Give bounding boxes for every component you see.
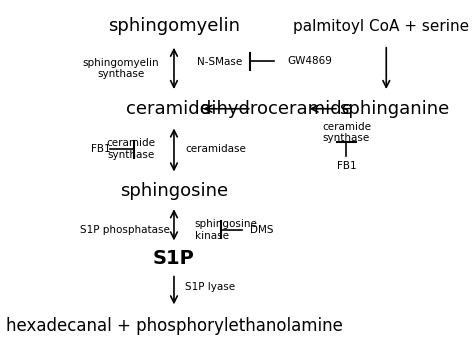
Text: ceramide
synthase: ceramide synthase	[106, 138, 155, 160]
Text: hexadecanal + phosphorylethanolamine: hexadecanal + phosphorylethanolamine	[6, 317, 342, 335]
Text: S1P: S1P	[153, 249, 195, 268]
Text: sphingosine
kinase: sphingosine kinase	[195, 219, 258, 241]
Text: sphingomyelin: sphingomyelin	[108, 17, 240, 35]
Text: sphinganine: sphinganine	[339, 100, 449, 118]
Text: N-SMase: N-SMase	[197, 57, 242, 67]
Text: sphingomyelin
synthase: sphingomyelin synthase	[82, 57, 159, 79]
Text: sphingosine: sphingosine	[120, 182, 228, 200]
Text: FB1: FB1	[337, 161, 356, 171]
Text: ceramidase: ceramidase	[185, 144, 246, 154]
Text: ceramide: ceramide	[126, 100, 210, 118]
Text: DMS: DMS	[250, 225, 273, 235]
Text: dihydroceramide: dihydroceramide	[200, 100, 353, 118]
Text: FB1: FB1	[91, 144, 110, 154]
Text: ceramide
synthase: ceramide synthase	[322, 121, 371, 143]
Text: S1P phosphatase: S1P phosphatase	[80, 225, 170, 235]
Text: palmitoyl CoA + serine: palmitoyl CoA + serine	[292, 19, 469, 34]
Text: GW4869: GW4869	[288, 56, 333, 66]
Text: S1P lyase: S1P lyase	[185, 282, 236, 292]
